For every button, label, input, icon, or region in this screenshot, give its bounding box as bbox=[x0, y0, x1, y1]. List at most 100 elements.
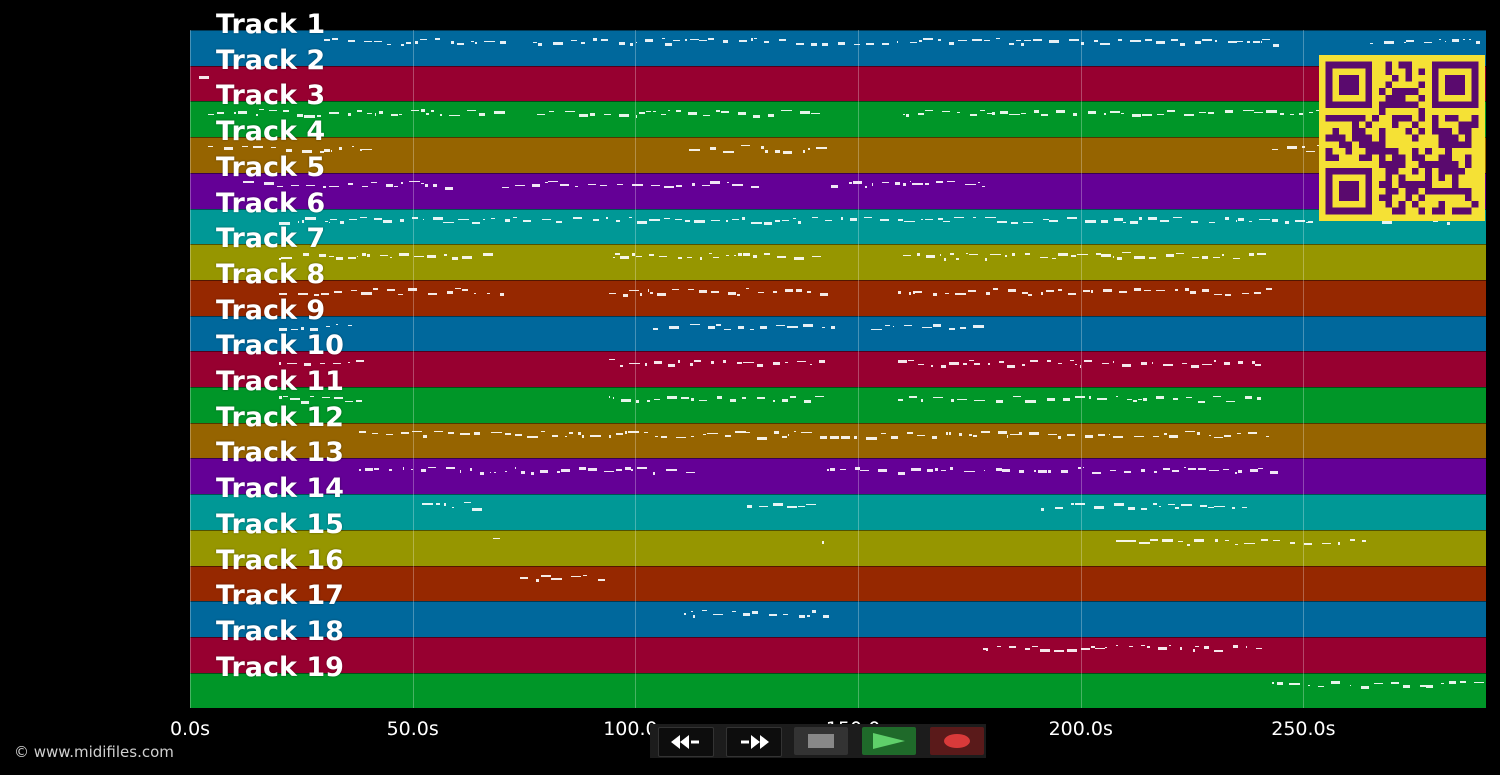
note-mark bbox=[922, 38, 934, 41]
note-mark bbox=[1213, 256, 1220, 258]
track-lane[interactable] bbox=[190, 30, 1486, 67]
note-mark bbox=[421, 182, 424, 184]
note-mark bbox=[792, 218, 796, 220]
note-mark bbox=[549, 111, 555, 113]
note-mark bbox=[372, 432, 379, 434]
track-lane[interactable] bbox=[190, 387, 1486, 424]
note-mark bbox=[1096, 398, 1107, 401]
note-mark bbox=[1245, 395, 1253, 399]
record-button[interactable] bbox=[930, 727, 984, 755]
note-mark bbox=[903, 221, 915, 223]
note-mark bbox=[736, 293, 741, 296]
note-mark bbox=[783, 613, 789, 615]
note-mark bbox=[424, 183, 428, 187]
note-mark bbox=[1185, 396, 1193, 398]
note-mark bbox=[1235, 471, 1238, 474]
play-button[interactable] bbox=[862, 727, 916, 755]
note-mark bbox=[301, 400, 310, 404]
note-mark bbox=[443, 253, 447, 256]
note-mark bbox=[734, 255, 736, 257]
note-mark bbox=[831, 185, 839, 189]
note-mark bbox=[1113, 218, 1123, 222]
note-mark bbox=[1318, 685, 1324, 687]
note-mark bbox=[480, 472, 484, 476]
track-lane[interactable] bbox=[190, 101, 1486, 139]
note-mark bbox=[751, 611, 758, 615]
stop-button[interactable] bbox=[794, 727, 848, 755]
note-mark bbox=[854, 43, 860, 45]
note-mark bbox=[363, 40, 372, 42]
note-mark bbox=[514, 185, 526, 186]
note-mark bbox=[1214, 436, 1223, 438]
note-mark bbox=[430, 109, 435, 112]
note-mark bbox=[968, 290, 976, 293]
note-mark bbox=[1233, 645, 1238, 649]
note-mark bbox=[1226, 400, 1235, 402]
note-mark bbox=[619, 364, 624, 367]
track-label: Track 15 bbox=[216, 508, 344, 540]
track-lane[interactable] bbox=[190, 672, 1486, 708]
note-mark bbox=[1302, 145, 1305, 148]
track-lane[interactable] bbox=[190, 172, 1486, 210]
note-mark bbox=[662, 38, 665, 40]
track-lane[interactable] bbox=[190, 137, 1486, 174]
note-mark bbox=[664, 218, 670, 220]
note-mark bbox=[432, 217, 443, 221]
note-mark bbox=[334, 397, 343, 400]
note-mark bbox=[841, 217, 844, 221]
track-lane[interactable] bbox=[190, 494, 1486, 531]
track-lane[interactable] bbox=[190, 351, 1486, 388]
note-mark bbox=[469, 467, 472, 471]
note-mark bbox=[924, 110, 934, 112]
track-lane[interactable] bbox=[190, 601, 1486, 638]
note-mark bbox=[613, 257, 615, 259]
note-mark bbox=[1272, 682, 1274, 685]
note-mark bbox=[746, 431, 750, 433]
note-mark bbox=[603, 470, 614, 472]
rewind-button[interactable] bbox=[658, 727, 714, 757]
note-mark bbox=[721, 110, 729, 113]
track-lane[interactable] bbox=[190, 565, 1486, 603]
note-mark bbox=[421, 502, 433, 505]
note-mark bbox=[1168, 503, 1175, 505]
note-mark bbox=[902, 114, 905, 116]
note-mark bbox=[1255, 363, 1261, 366]
note-mark bbox=[838, 41, 845, 45]
note-mark bbox=[1337, 542, 1340, 546]
track-lane[interactable] bbox=[190, 422, 1486, 460]
note-mark bbox=[413, 255, 425, 257]
piano-roll-area[interactable] bbox=[190, 30, 1486, 708]
note-mark bbox=[1384, 41, 1394, 45]
note-mark bbox=[1198, 112, 1207, 114]
track-lane[interactable] bbox=[190, 636, 1486, 674]
rewind-icon bbox=[671, 735, 699, 749]
note-mark bbox=[390, 256, 393, 258]
track-lane[interactable] bbox=[190, 315, 1486, 353]
track-lane[interactable] bbox=[190, 208, 1486, 246]
note-mark bbox=[1074, 363, 1077, 365]
note-mark bbox=[1152, 361, 1154, 364]
fast-forward-button[interactable] bbox=[726, 727, 782, 757]
note-mark bbox=[942, 110, 951, 112]
note-mark bbox=[569, 432, 574, 435]
note-mark bbox=[578, 431, 581, 435]
track-lane[interactable] bbox=[190, 65, 1486, 103]
note-mark bbox=[454, 288, 461, 290]
note-mark bbox=[600, 38, 609, 41]
track-lane[interactable] bbox=[190, 458, 1486, 496]
track-lane[interactable] bbox=[190, 529, 1486, 567]
track-lane[interactable] bbox=[190, 279, 1486, 317]
note-mark bbox=[472, 221, 480, 224]
note-mark bbox=[667, 109, 670, 111]
note-mark bbox=[207, 114, 214, 116]
note-mark bbox=[360, 149, 362, 152]
track-lane[interactable] bbox=[190, 244, 1486, 281]
note-mark bbox=[608, 359, 615, 361]
note-mark bbox=[1033, 110, 1040, 114]
note-mark bbox=[1249, 469, 1258, 473]
note-mark bbox=[1019, 470, 1025, 474]
note-mark bbox=[1052, 258, 1056, 260]
note-mark bbox=[800, 431, 812, 433]
note-mark bbox=[364, 468, 373, 472]
note-mark bbox=[996, 221, 1008, 224]
